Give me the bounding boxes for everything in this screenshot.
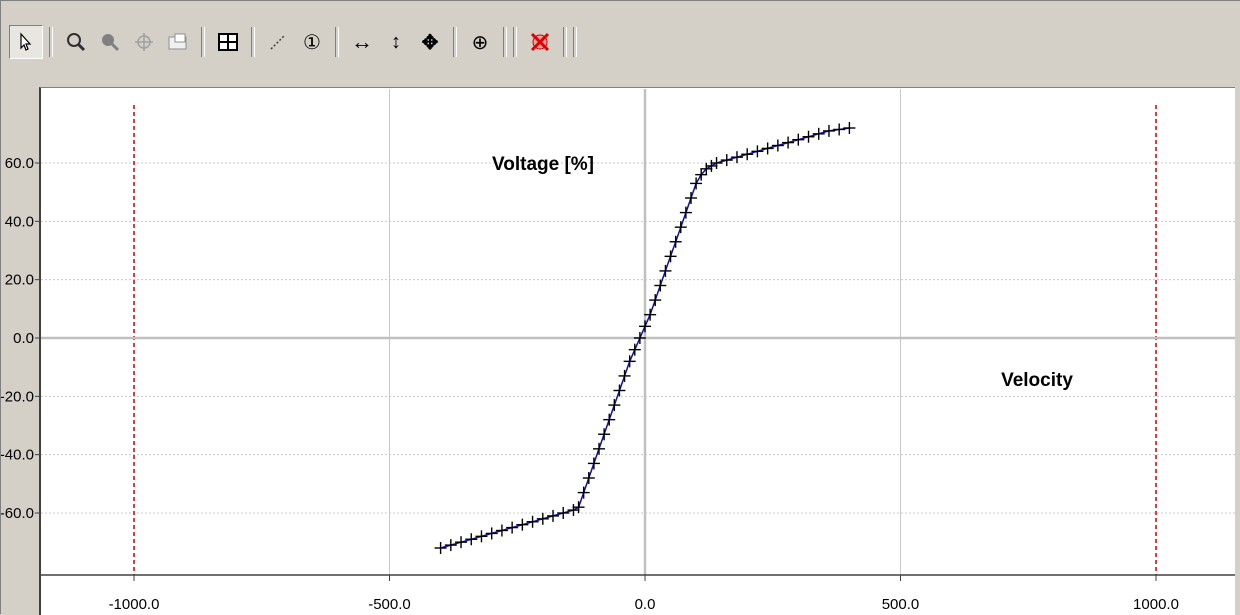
data-point-marker (664, 250, 677, 263)
data-point-marker (455, 536, 468, 549)
toolbar-separator (201, 27, 205, 57)
data-point-marker (695, 168, 708, 181)
h-scale-icon[interactable]: ↔ (351, 29, 373, 54)
data-point-marker (690, 177, 703, 190)
data-point-marker (705, 159, 718, 172)
v-scale-icon[interactable]: ↕ (391, 30, 401, 53)
data-point-marker (761, 142, 774, 155)
data-point-marker (557, 507, 570, 519)
y-axis-label: Voltage [%] (492, 154, 594, 175)
data-point-marker (577, 486, 590, 499)
data-point-marker (843, 122, 856, 134)
data-point-marker (567, 504, 580, 517)
x-tick-label: -500.0 (368, 596, 411, 613)
toolbar-separator (453, 27, 457, 57)
data-point-marker (506, 521, 519, 534)
y-tick-label: -60.0 (1, 505, 34, 522)
x-tick-label: -1000.0 (109, 596, 160, 613)
select-arrow-icon[interactable] (9, 25, 43, 59)
x-tick-label: 1000.0 (1133, 596, 1179, 613)
data-point-marker (674, 221, 687, 234)
toolbar-separator (573, 27, 577, 57)
data-point-marker (792, 133, 805, 146)
data-point-marker (822, 124, 835, 137)
data-point-marker (628, 343, 641, 356)
toolbar-separator (503, 27, 507, 57)
data-point-marker (526, 515, 539, 528)
data-point-marker (465, 533, 478, 546)
data-point-marker (730, 151, 743, 164)
data-point-marker (444, 539, 457, 552)
data-point-marker (547, 509, 560, 522)
data-point-marker (587, 457, 600, 470)
toolbar-separator (513, 27, 517, 57)
x-axis-label: Velocity (1001, 370, 1073, 391)
data-point-marker (649, 294, 662, 307)
data-point-marker (700, 162, 713, 175)
data-point-marker (582, 472, 595, 484)
data-point-marker (659, 264, 672, 277)
data-point-marker (475, 530, 488, 543)
toolbar-separator (49, 27, 53, 57)
data-point-marker (434, 542, 447, 554)
plot-area-frame[interactable] (39, 87, 1235, 615)
zoom-rect-icon[interactable] (93, 25, 127, 59)
data-point-marker (608, 399, 621, 412)
data-point-marker (485, 527, 498, 540)
data-point-marker (603, 413, 616, 426)
toolbar-separator (335, 27, 339, 57)
copy-icon[interactable] (161, 25, 195, 59)
crosshair-icon[interactable]: ⊕ (471, 31, 489, 54)
pan-icon[interactable] (127, 25, 161, 59)
line-fit-icon[interactable] (261, 25, 295, 59)
x-tick-label: 500.0 (882, 596, 920, 613)
data-point-marker (812, 127, 825, 140)
x-tick-label: 0.0 (635, 596, 656, 613)
y-tick-label: 40.0 (5, 213, 34, 230)
data-point-marker (593, 442, 606, 455)
fit-grid-icon[interactable] (211, 25, 245, 59)
data-point-marker (654, 279, 667, 292)
data-point-marker (669, 235, 682, 248)
y-tick-label: -40.0 (1, 447, 34, 464)
data-point-marker (536, 512, 549, 525)
y-tick-label: -20.0 (1, 388, 34, 405)
data-point-marker (741, 148, 754, 161)
data-point-marker (598, 428, 611, 441)
data-point-marker (684, 192, 697, 204)
chart-toolbar: ① ↔ ↕ ✥ ⊕ (9, 23, 1233, 61)
data-point-marker (802, 130, 815, 143)
data-point-marker (720, 154, 733, 167)
data-point-marker (623, 355, 636, 368)
data-point-marker (618, 369, 631, 382)
y-tick-label: 0.0 (13, 330, 34, 347)
data-point-marker (644, 308, 657, 321)
data-point-marker (710, 157, 723, 169)
y-tick-label: 60.0 (5, 155, 34, 172)
data-point-marker (771, 139, 784, 152)
data-point-marker (679, 206, 692, 219)
data-point-marker (495, 524, 508, 537)
data-point-marker (516, 518, 529, 531)
zoom-icon[interactable] (59, 25, 93, 59)
data-point-marker (751, 145, 764, 158)
data-point-marker (613, 384, 626, 397)
marker-1-icon[interactable]: ① (303, 31, 321, 54)
data-point-marker (572, 501, 585, 514)
toolbar-separator (251, 27, 255, 57)
data-point-marker (782, 136, 795, 149)
data-point-marker (833, 123, 846, 136)
y-tick-label: 20.0 (5, 272, 34, 289)
move-icon[interactable]: ✥ (421, 31, 439, 54)
data-point-marker (633, 332, 646, 344)
toolbar-separator (563, 27, 567, 57)
data-point-marker (639, 320, 651, 333)
clear-red-icon[interactable] (523, 25, 557, 59)
